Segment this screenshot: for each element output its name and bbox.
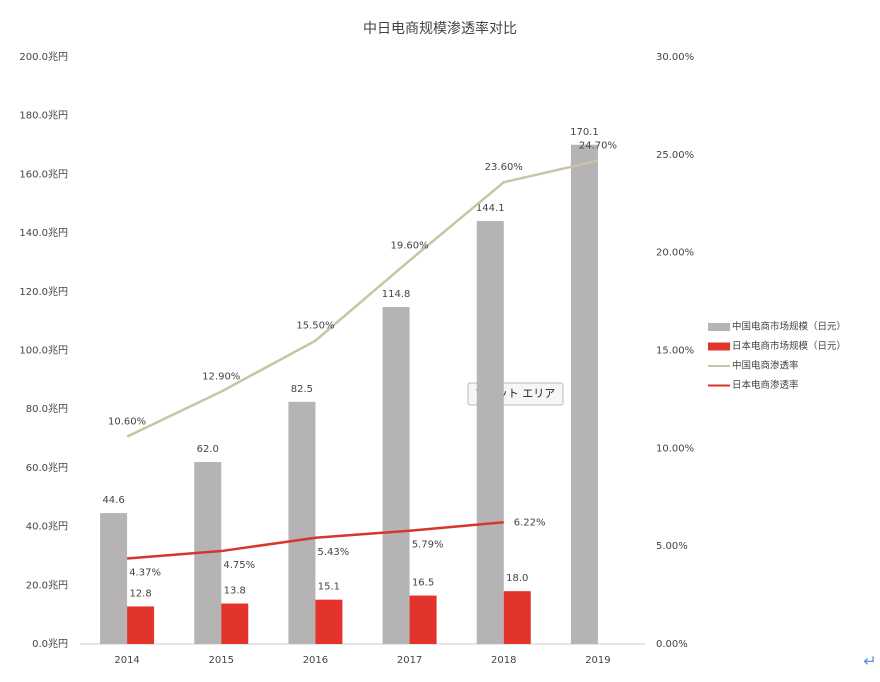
bar [476, 221, 504, 644]
data-label: 4.75% [223, 560, 255, 571]
data-label: 170.1 [570, 127, 599, 138]
legend-label: 日本电商渗透率 [732, 379, 799, 391]
data-label: 19.60% [391, 240, 429, 251]
data-label: 6.22% [514, 517, 546, 528]
x-tick-label: 2019 [585, 655, 610, 666]
legend-label: 中国电商市场规模（日元） [732, 321, 846, 333]
y-tick-label: 40.0兆円 [26, 521, 68, 533]
data-label: 12.8 [129, 588, 151, 599]
y2-tick-label: 10.00% [656, 443, 694, 454]
y2-tick-label: 20.00% [656, 248, 694, 259]
data-label: 82.5 [291, 384, 313, 395]
legend-label: 中国电商渗透率 [732, 360, 799, 372]
data-label: 15.50% [296, 321, 334, 332]
y-tick-label: 160.0兆円 [19, 168, 68, 180]
data-label: 12.90% [202, 372, 240, 383]
y-tick-label: 20.0兆円 [26, 579, 68, 591]
y2-tick-label: 30.00% [656, 52, 694, 63]
data-label: 62.0 [197, 444, 219, 455]
data-label: 15.1 [318, 582, 340, 593]
y-tick-label: 120.0兆円 [19, 286, 68, 298]
y-tick-label: 60.0兆円 [26, 462, 68, 474]
y2-tick-label: 5.00% [656, 541, 688, 552]
x-tick-label: 2017 [397, 655, 422, 666]
bar [127, 606, 155, 644]
data-label: 18.0 [506, 573, 528, 584]
legend-label: 日本电商市场规模（日元） [732, 340, 846, 352]
legend-swatch [708, 342, 730, 351]
bar [100, 513, 128, 644]
data-label: 16.5 [412, 578, 434, 589]
y-tick-label: 200.0兆円 [19, 51, 68, 63]
data-label: 114.8 [382, 289, 411, 300]
bar [382, 307, 410, 644]
bar [570, 144, 598, 644]
x-tick-label: 2014 [114, 655, 139, 666]
y-tick-label: 80.0兆円 [26, 403, 68, 415]
bar [315, 599, 343, 644]
data-label: 10.60% [108, 417, 146, 428]
data-label: 5.43% [318, 547, 350, 558]
chart-title: 中日电商规模渗透率对比 [363, 20, 517, 37]
y-tick-label: 140.0兆円 [19, 227, 68, 239]
bar [503, 591, 531, 644]
data-label: 144.1 [476, 203, 505, 214]
line [126, 521, 504, 560]
y-tick-label: 0.0兆円 [32, 638, 68, 650]
data-label: 13.8 [224, 585, 246, 596]
x-tick-label: 2018 [491, 655, 516, 666]
data-label: 23.60% [485, 162, 523, 173]
legend-swatch [708, 323, 730, 331]
data-label: 44.6 [102, 495, 124, 506]
bar [221, 603, 249, 644]
data-label: 5.79% [412, 540, 444, 551]
data-label: 24.70% [579, 141, 617, 152]
bar [409, 595, 437, 644]
y2-tick-label: 15.00% [656, 346, 694, 357]
line [126, 159, 599, 438]
bar [288, 401, 316, 644]
y-tick-label: 180.0兆円 [19, 110, 68, 122]
return-mark: ↵ [863, 652, 876, 671]
x-tick-label: 2016 [303, 655, 328, 666]
data-label: 4.37% [129, 567, 161, 578]
y2-tick-label: 25.00% [656, 150, 694, 161]
x-tick-label: 2015 [209, 655, 234, 666]
y2-tick-label: 0.00% [656, 639, 688, 650]
y-tick-label: 100.0兆円 [19, 345, 68, 357]
